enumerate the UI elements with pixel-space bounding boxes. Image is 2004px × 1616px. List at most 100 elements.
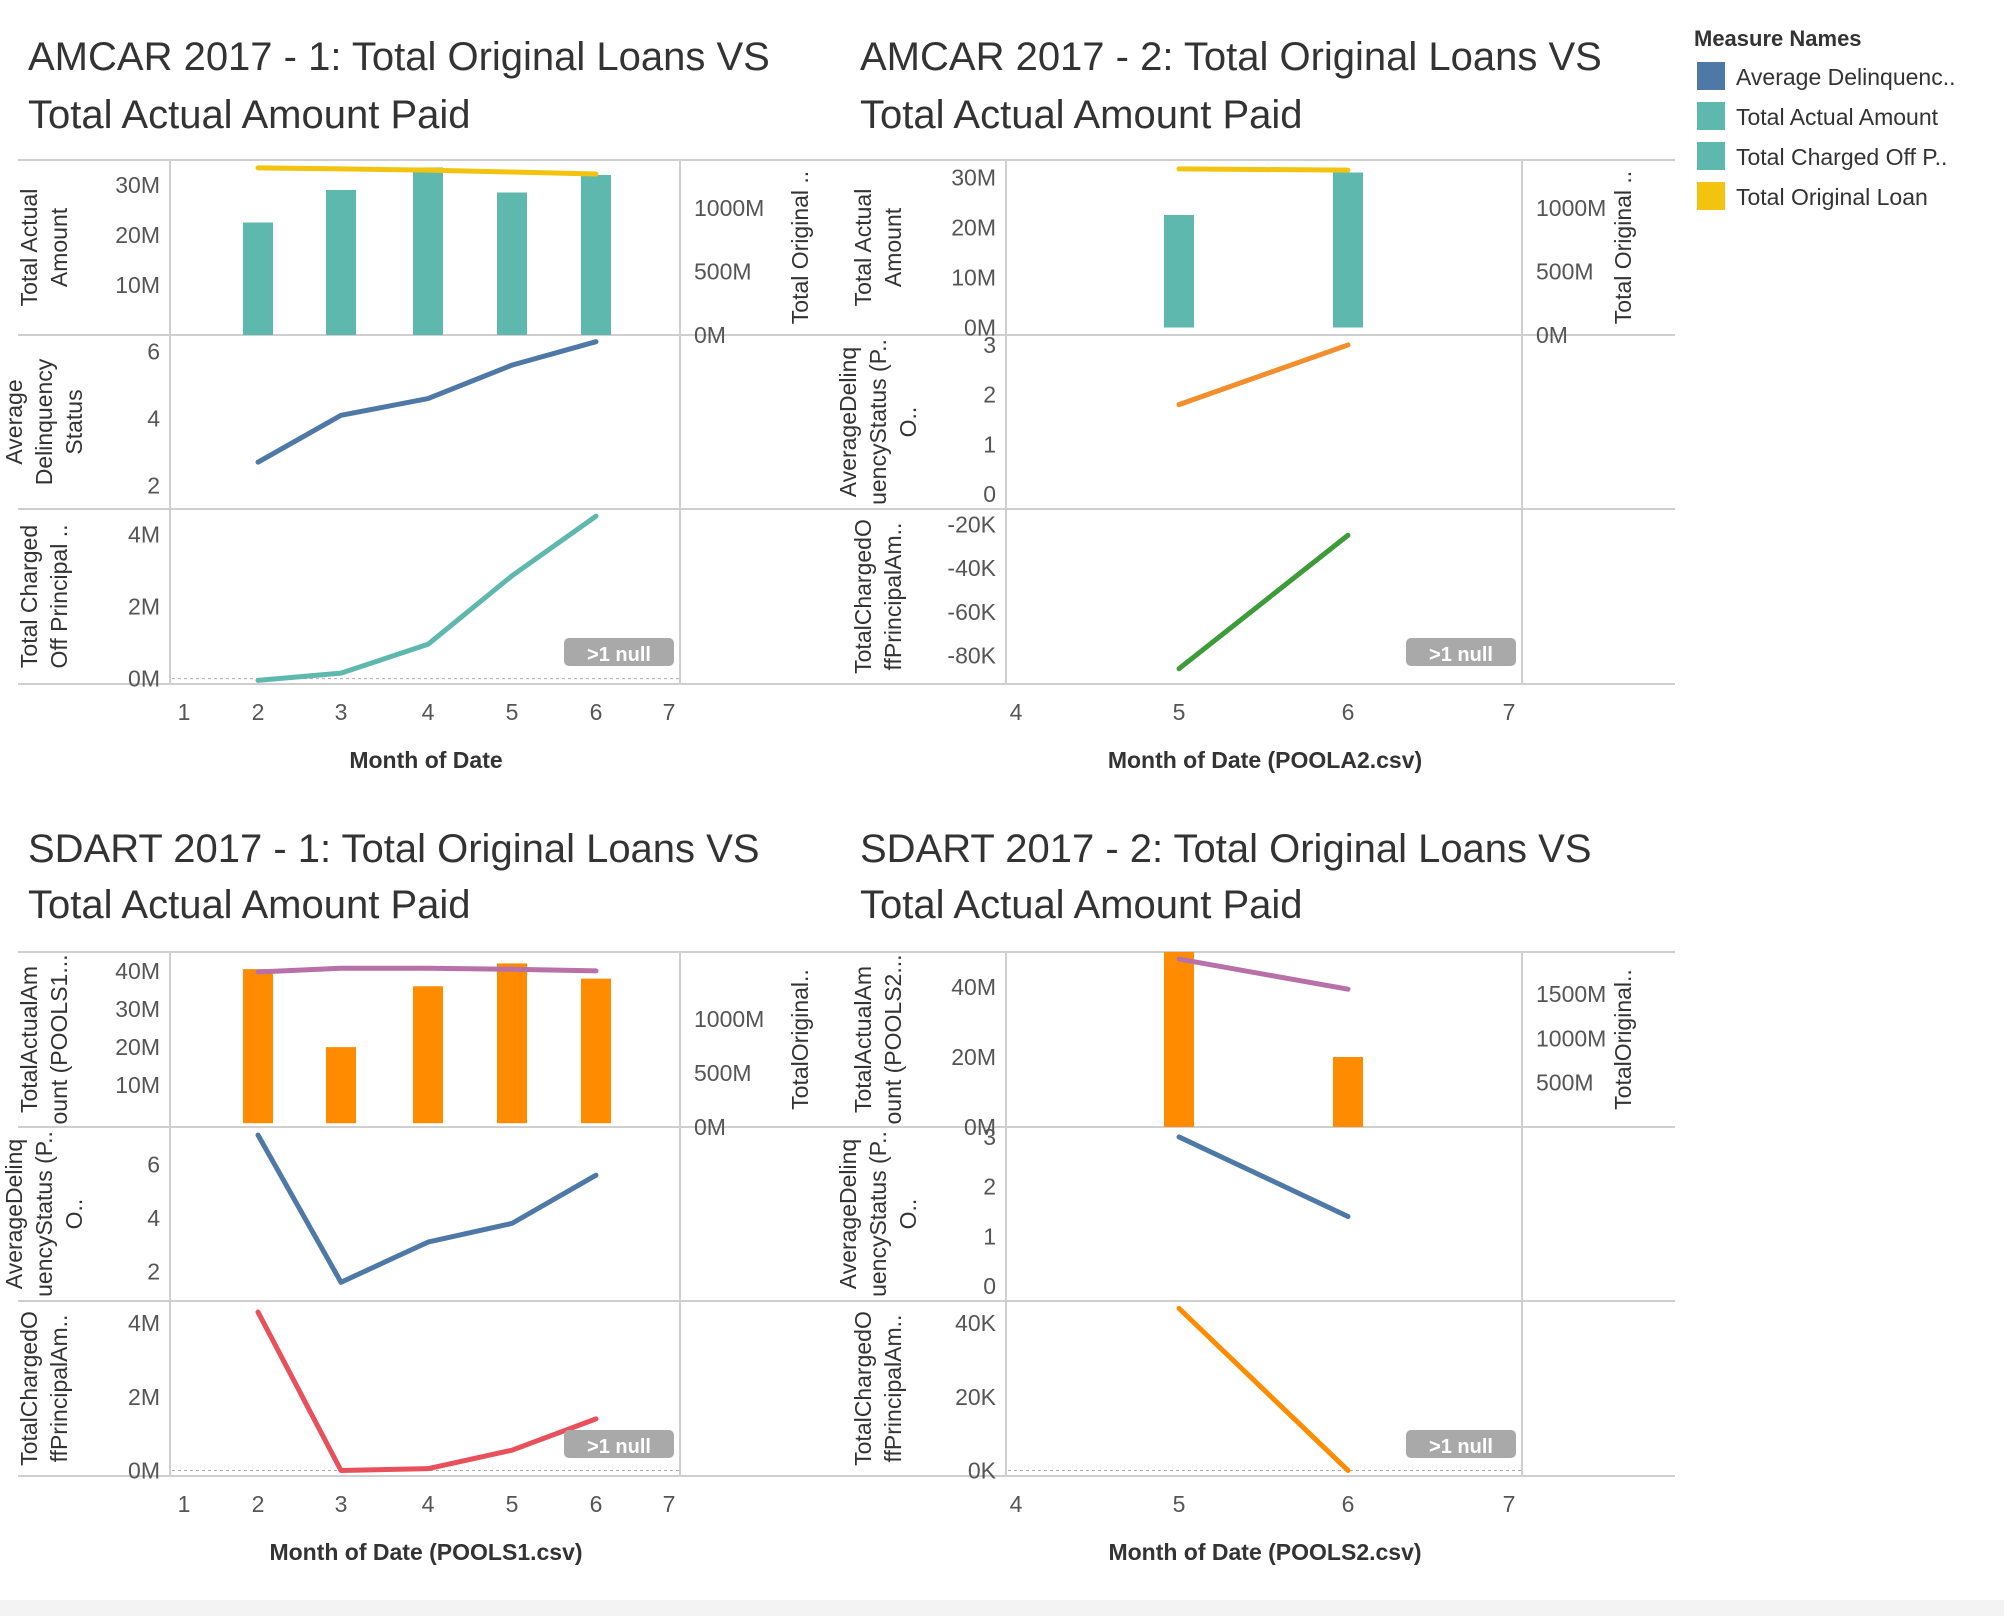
null-badge — [564, 638, 674, 666]
bar-mark — [1333, 1057, 1363, 1127]
series-line — [1176, 342, 1351, 408]
y-tick-label: 30M — [115, 172, 160, 198]
null-badge-label: >1 null — [587, 1436, 651, 1458]
y-tick-label: 20K — [955, 1384, 997, 1410]
y-tick-label: 4 — [147, 1205, 160, 1231]
y2-tick-label: 0M — [694, 322, 726, 348]
y-tick-label: 3 — [983, 1124, 996, 1150]
legend-swatch — [1697, 182, 1725, 210]
x-tick-label: 5 — [1173, 699, 1186, 725]
x-axis-title: Month of Date (POOLS2.csv) — [1108, 1539, 1421, 1565]
series-line — [1176, 532, 1351, 672]
y-tick-label: 2 — [983, 1174, 996, 1200]
y-tick-label: 1 — [983, 1223, 996, 1249]
y-tick-label: 10M — [115, 1072, 160, 1098]
chart-4: SDART 2017 - 2: Total Original Loans VS T… — [835, 827, 1675, 1565]
x-tick-label: 2 — [252, 1491, 265, 1517]
y-tick-label: 2 — [983, 382, 996, 408]
null-badge-label: >1 null — [1429, 1436, 1493, 1458]
y-axis-title: Amount — [46, 207, 72, 287]
y-tick-label: 6 — [147, 1151, 160, 1177]
null-badge — [564, 1430, 674, 1458]
x-tick-label: 5 — [506, 1491, 519, 1517]
y-axis-title: ount (POOLS1... — [46, 954, 72, 1124]
x-tick-label: 3 — [335, 1491, 348, 1517]
x-tick-label: 6 — [590, 699, 603, 725]
x-tick-label: 7 — [1503, 699, 1516, 725]
x-axis-title: Month of Date (POOLS1.csv) — [269, 1539, 582, 1565]
y2-tick-label: 500M — [1536, 259, 1594, 285]
x-tick-label: 1 — [178, 699, 191, 725]
x-tick-label: 4 — [422, 699, 435, 725]
series-line — [1176, 1305, 1351, 1473]
y-tick-label: 40M — [951, 974, 996, 1000]
chart-title-line: SDART 2017 - 1: Total Original Loans VS — [28, 827, 760, 871]
y-tick-label: 4M — [128, 1310, 160, 1336]
x-tick-label: 7 — [663, 699, 676, 725]
series-line — [255, 1132, 599, 1285]
legend-swatch — [1697, 102, 1725, 130]
y-tick-label: 0K — [968, 1457, 997, 1483]
y-tick-label: 0M — [964, 315, 996, 341]
y-tick-label: 20M — [115, 222, 160, 248]
null-badge — [1406, 1430, 1516, 1458]
bar-mark — [413, 167, 443, 335]
bar-mark — [581, 175, 611, 335]
y2-tick-label: 500M — [694, 1060, 752, 1086]
series-line — [255, 513, 599, 683]
x-tick-label: 7 — [1503, 1491, 1516, 1517]
legend-item-label: Total Original Loan — [1736, 184, 1928, 210]
y-tick-label: 2 — [147, 473, 160, 499]
y-axis-title: AverageDelinq — [1, 1139, 27, 1289]
null-badge-label: >1 null — [1429, 644, 1493, 666]
y-tick-label: 0M — [128, 666, 160, 692]
x-tick-label: 6 — [590, 1491, 603, 1517]
y-tick-label: 20M — [951, 215, 996, 241]
x-tick-label: 4 — [422, 1491, 435, 1517]
bottom-scroll-strip — [0, 1600, 2004, 1616]
x-tick-label: 5 — [506, 699, 519, 725]
y-axis-title: uencyStatus (P.. — [865, 1131, 891, 1297]
y-axis-title: TotalActualAm — [850, 966, 876, 1113]
series-line — [1176, 166, 1351, 173]
y-tick-label: -60K — [947, 599, 996, 625]
y-axis-title: Amount — [880, 207, 906, 287]
y2-tick-label: 1000M — [694, 1006, 764, 1032]
x-tick-label: 4 — [1010, 699, 1023, 725]
y-tick-label: 4 — [147, 406, 160, 432]
bar-mark — [1164, 215, 1194, 328]
bar-mark — [326, 1047, 356, 1124]
y-tick-label: 40M — [115, 958, 160, 984]
legend-item-label: Total Actual Amount — [1736, 104, 1939, 130]
y-tick-label: 1 — [983, 431, 996, 457]
y-axis-title: uencyStatus (P.. — [31, 1131, 57, 1297]
chart-title-line: Total Actual Amount Paid — [860, 93, 1303, 137]
y-tick-label: -40K — [947, 555, 996, 581]
y-axis-title: TotalChargedO — [16, 1311, 42, 1466]
y-axis-title: TotalChargedO — [850, 1311, 876, 1466]
y-tick-label: 0 — [983, 1273, 996, 1299]
x-axis-title: Month of Date — [349, 747, 502, 773]
chart-title-line: Total Actual Amount Paid — [28, 883, 471, 927]
bar-mark — [1164, 952, 1194, 1127]
y-axis-title: TotalChargedO — [850, 519, 876, 674]
y-axis-title: O.. — [895, 407, 921, 438]
y2-tick-label: 0M — [694, 1114, 726, 1140]
legend-swatch — [1697, 62, 1725, 90]
chart-title-line: Total Actual Amount Paid — [860, 883, 1303, 927]
series-line — [1176, 1134, 1351, 1219]
bar-mark — [326, 190, 356, 335]
bar-mark — [243, 969, 273, 1124]
y-axis-title: Off Principal .. — [46, 524, 72, 668]
chart-3: SDART 2017 - 1: Total Original Loans VS T… — [1, 827, 852, 1565]
y-axis-title: Average — [1, 379, 27, 464]
chart-1: AMCAR 2017 - 1: Total Original Loans VS T… — [1, 35, 852, 773]
y-tick-label: 30M — [951, 165, 996, 191]
y-axis-title: Status — [61, 389, 87, 454]
y-axis-title: Total Actual — [16, 189, 42, 307]
chart-title-line: Total Actual Amount Paid — [28, 93, 471, 137]
y-tick-label: 3 — [983, 332, 996, 358]
x-tick-label: 7 — [663, 1491, 676, 1517]
x-tick-label: 6 — [1342, 1491, 1355, 1517]
y-axis-title: Delinquency — [31, 358, 57, 485]
